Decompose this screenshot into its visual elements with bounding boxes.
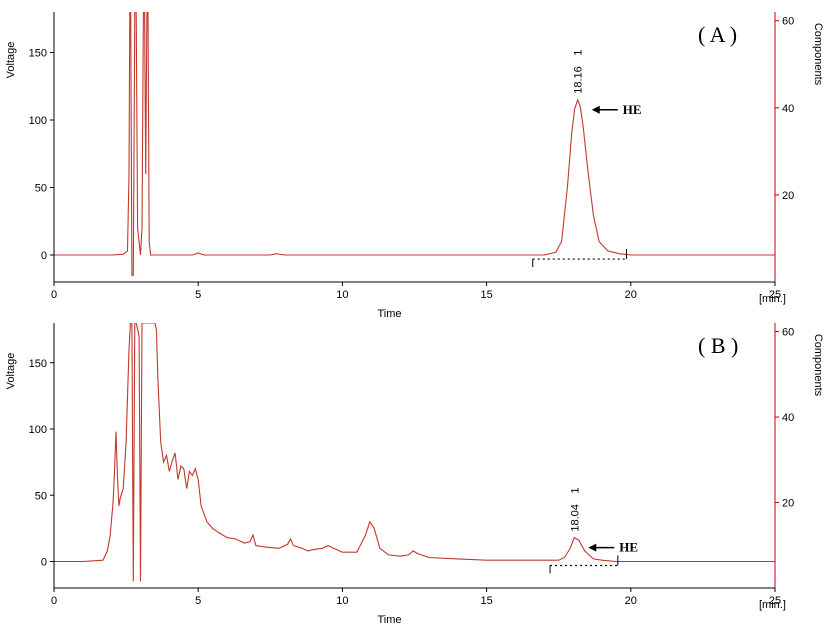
x-tick-label-b-5: 5 — [195, 595, 201, 607]
x-tick-label-b-0: 0 — [51, 595, 57, 607]
y-axis-title-b: Voltage — [5, 353, 17, 390]
he-label-b: HE — [619, 540, 638, 555]
x-unit-label-a: [min.] — [759, 293, 786, 305]
peak-number-label-b: 1 — [569, 488, 581, 494]
x-tick-label-b-25: 25 — [769, 595, 781, 607]
y-tick-label-a-150: 150 — [29, 48, 47, 60]
x-tick-label-a-10: 10 — [336, 289, 348, 301]
y-tick-label-a-50: 50 — [35, 183, 47, 195]
y2-tick-label-b-20: 20 — [782, 498, 794, 510]
he-arrow-head-b — [588, 543, 597, 552]
y-tick-label-b-0: 0 — [41, 557, 47, 569]
y2-axis-title-b: Components — [812, 334, 824, 397]
y-tick-label-b-50: 50 — [35, 490, 47, 502]
peak-time-label-b: 18.04 — [569, 504, 581, 532]
x-tick-label-a-5: 5 — [195, 289, 201, 301]
panel-label-a: ( A ) — [698, 22, 737, 47]
chromatogram-trace-a — [54, 12, 775, 276]
x-tick-label-b-20: 20 — [625, 595, 637, 607]
y2-axis-title-a: Components — [812, 23, 824, 86]
he-arrow-head-a — [591, 105, 600, 114]
he-label-a: HE — [623, 102, 642, 117]
y-axis-title-a: Voltage — [5, 42, 17, 79]
y2-tick-label-b-60: 60 — [782, 327, 794, 339]
x-tick-label-a-0: 0 — [51, 289, 57, 301]
x-tick-label-b-15: 15 — [480, 595, 492, 607]
y2-tick-label-a-40: 40 — [782, 103, 794, 115]
y2-tick-label-a-60: 60 — [782, 16, 794, 28]
panel-label-b: ( B ) — [698, 333, 738, 358]
x-axis-title-a: Time — [377, 308, 401, 320]
y2-tick-label-b-40: 40 — [782, 412, 794, 424]
x-tick-label-a-25: 25 — [769, 289, 781, 301]
y-tick-label-b-100: 100 — [29, 424, 47, 436]
peak-number-label-a: 1 — [573, 50, 585, 56]
chart-panel-a: 0 5 10 15 20 25[min.] Time 0 50 100 150 Voltage 20 40… — [5, 12, 824, 320]
peak-time-label-a: 18.16 — [573, 66, 585, 94]
chromatogram-trace-b — [54, 323, 775, 582]
x-unit-label-b: [min.] — [759, 599, 786, 611]
x-tick-label-a-20: 20 — [625, 289, 637, 301]
y2-tick-label-a-20: 20 — [782, 190, 794, 202]
y-tick-label-a-100: 100 — [29, 115, 47, 127]
y-tick-label-b-150: 150 — [29, 358, 47, 370]
x-tick-label-a-15: 15 — [480, 289, 492, 301]
y-tick-label-a-0: 0 — [41, 250, 47, 262]
x-tick-label-b-10: 10 — [336, 595, 348, 607]
x-axis-title-b: Time — [377, 614, 401, 626]
chart-panel-b: 0 5 10 15 20 25[min.] Time 0 50 100 150 Voltage 20 40… — [5, 323, 824, 626]
